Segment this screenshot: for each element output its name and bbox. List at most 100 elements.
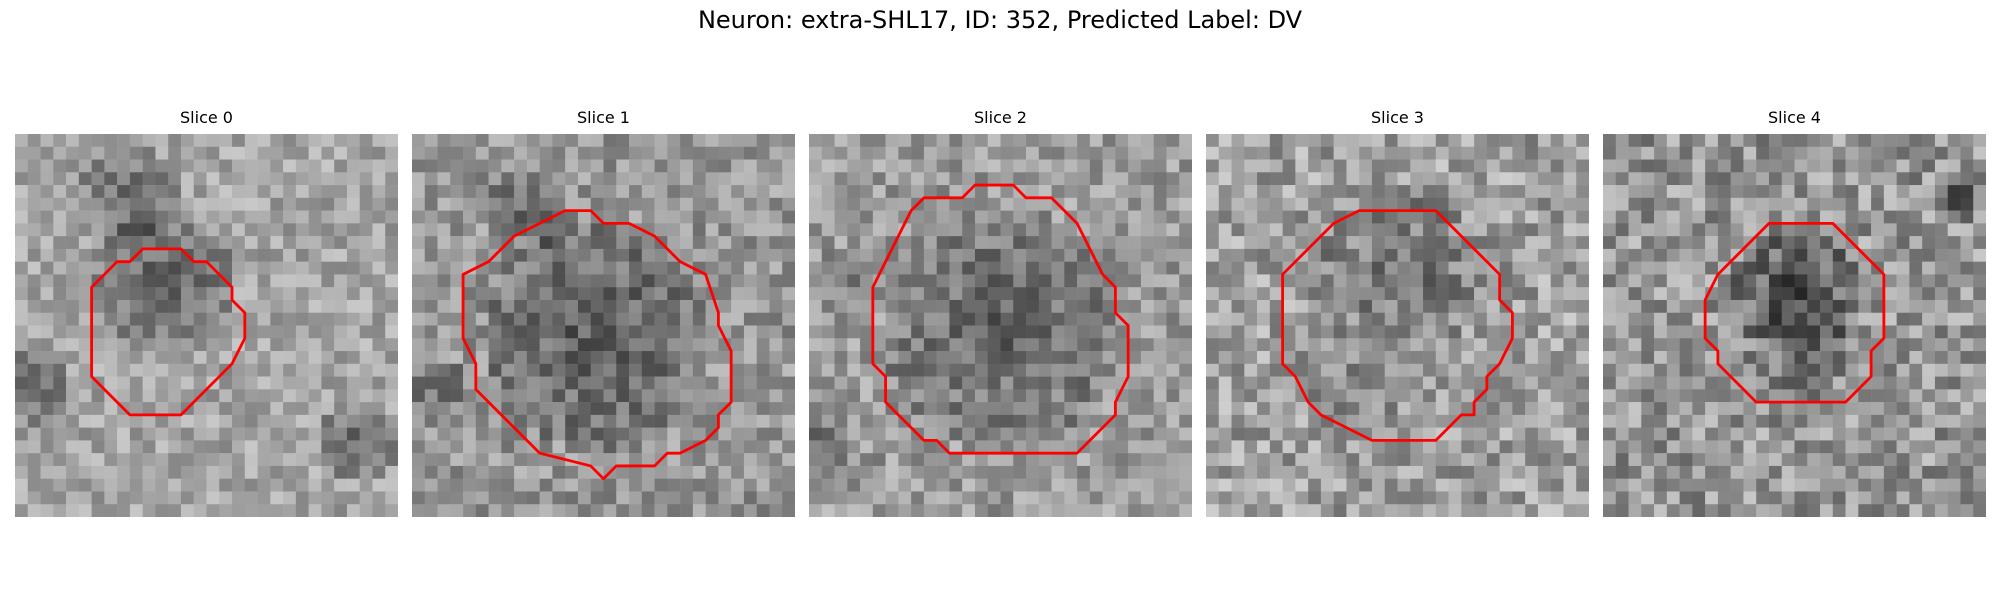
- pixel: [1820, 363, 1834, 377]
- pixel: [437, 210, 451, 224]
- pixel: [539, 389, 553, 403]
- pixel: [1077, 376, 1091, 390]
- pixel: [834, 427, 848, 441]
- pixel: [1064, 427, 1078, 441]
- pixel: [1679, 210, 1693, 224]
- pixel: [334, 351, 348, 365]
- pixel: [1499, 478, 1513, 492]
- pixel: [437, 197, 451, 211]
- pixel: [1717, 299, 1731, 313]
- pixel: [1089, 389, 1103, 403]
- pixel: [424, 159, 438, 173]
- pixel: [117, 210, 131, 224]
- pixel: [359, 453, 373, 467]
- pixel: [885, 325, 899, 339]
- pixel: [974, 414, 988, 428]
- pixel: [27, 338, 41, 352]
- pixel: [321, 159, 335, 173]
- pixel: [526, 465, 540, 479]
- pixel: [424, 223, 438, 237]
- pixel: [1231, 172, 1245, 186]
- pixel: [1666, 248, 1680, 262]
- pixel: [270, 134, 284, 148]
- pixel: [526, 363, 540, 377]
- pixel: [78, 363, 92, 377]
- pixel: [1641, 478, 1655, 492]
- pixel: [321, 363, 335, 377]
- pixel: [821, 478, 835, 492]
- pixel: [1756, 197, 1770, 211]
- pixel: [15, 223, 29, 237]
- pixel: [1654, 465, 1668, 479]
- pixel: [372, 159, 386, 173]
- pixel: [1730, 389, 1744, 403]
- pixel: [346, 491, 360, 505]
- pixel: [1257, 376, 1271, 390]
- pixel: [1140, 465, 1154, 479]
- pixel: [1153, 248, 1167, 262]
- pixel: [1089, 248, 1103, 262]
- pixel: [1512, 376, 1526, 390]
- pixel: [359, 351, 373, 365]
- pixel: [1717, 134, 1731, 148]
- pixel: [987, 402, 1001, 416]
- pixel: [962, 261, 976, 275]
- pixel: [1423, 427, 1437, 441]
- pixel: [1781, 159, 1795, 173]
- pixel: [372, 427, 386, 441]
- pixel: [769, 274, 783, 288]
- pixel: [437, 338, 451, 352]
- pixel: [308, 351, 322, 365]
- pixel: [321, 287, 335, 301]
- pixel: [270, 287, 284, 301]
- slice-title: Slice 4: [1768, 108, 1821, 127]
- pixel: [1384, 338, 1398, 352]
- pixel: [257, 363, 271, 377]
- pixel: [1423, 414, 1437, 428]
- pixel: [1628, 287, 1642, 301]
- pixel: [1832, 248, 1846, 262]
- pixel: [1563, 414, 1577, 428]
- pixel: [1115, 363, 1129, 377]
- neuron-contour: [871, 183, 1130, 455]
- pixel: [1282, 504, 1296, 517]
- pixel: [1537, 159, 1551, 173]
- pixel: [1346, 159, 1360, 173]
- pixel: [334, 185, 348, 199]
- pixel: [1922, 197, 1936, 211]
- pixel: [334, 312, 348, 326]
- pixel: [1384, 389, 1398, 403]
- pixel: [1603, 491, 1617, 505]
- pixel: [898, 236, 912, 250]
- pixel: [1038, 146, 1052, 160]
- pixel: [91, 465, 105, 479]
- pixel: [782, 351, 795, 365]
- pixel: [117, 491, 131, 505]
- pixel: [193, 299, 207, 313]
- pixel: [1448, 287, 1462, 301]
- pixel: [359, 465, 373, 479]
- pixel: [1922, 274, 1936, 288]
- pixel: [1960, 236, 1974, 250]
- pixel: [1000, 210, 1014, 224]
- pixel: [565, 159, 579, 173]
- pixel: [834, 402, 848, 416]
- pixel: [974, 389, 988, 403]
- pixel: [475, 197, 489, 211]
- pixel: [129, 338, 143, 352]
- pixel: [1257, 261, 1271, 275]
- pixel: [743, 376, 757, 390]
- pixel: [1717, 504, 1731, 517]
- pixel: [872, 453, 886, 467]
- pixel: [180, 351, 194, 365]
- pixel: [1768, 427, 1782, 441]
- pixel: [1346, 376, 1360, 390]
- pixel: [731, 223, 745, 237]
- pixel: [834, 414, 848, 428]
- pixel: [756, 261, 770, 275]
- pixel: [1282, 351, 1296, 365]
- pixel: [680, 351, 694, 365]
- pixel: [1064, 274, 1078, 288]
- pixel: [1166, 197, 1180, 211]
- pixel: [1794, 261, 1808, 275]
